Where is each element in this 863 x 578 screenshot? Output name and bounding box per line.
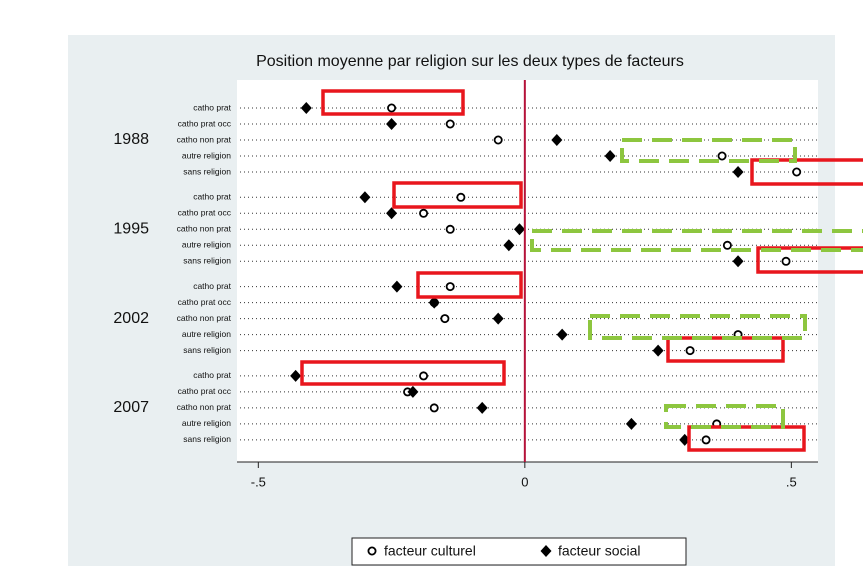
dot-social	[503, 239, 515, 252]
category-label: autre religion	[182, 418, 231, 428]
legend-box	[351, 537, 687, 566]
dot-culturel	[685, 346, 695, 356]
legend-label: facteur social	[558, 543, 640, 559]
group-label: 2002	[113, 310, 149, 327]
dot-culturel	[387, 103, 397, 113]
category-label: catho non prat	[177, 402, 232, 412]
category-label: autre religion	[182, 329, 231, 339]
category-label: catho prat occ	[178, 208, 232, 218]
dot-social	[386, 118, 398, 130]
dot-social	[407, 385, 419, 398]
legend-item: facteur social	[540, 543, 640, 559]
highlight-box	[321, 89, 465, 116]
dot-social	[732, 255, 744, 268]
dot-culturel	[456, 192, 466, 202]
dot-culturel	[429, 403, 439, 413]
category-label: catho non prat	[177, 224, 232, 234]
category-label: catho non prat	[177, 134, 232, 144]
dot-culturel	[419, 371, 429, 381]
dashed-box	[620, 138, 797, 163]
dot-culturel	[493, 135, 503, 145]
group-label: 2007	[113, 399, 149, 416]
category-label: catho prat	[193, 281, 231, 291]
dashed-box	[530, 229, 863, 252]
dot-social	[290, 369, 302, 382]
group-label: 1995	[113, 221, 149, 238]
category-label: catho prat occ	[178, 386, 232, 396]
x-tick-label: -.5	[251, 474, 266, 489]
chart-title: Position moyenne par religion sur les de…	[256, 53, 684, 70]
category-label: autre religion	[182, 240, 231, 250]
highlight-box	[687, 425, 806, 452]
highlight-box	[416, 271, 523, 299]
dot-culturel	[440, 314, 450, 324]
category-label: sans religion	[183, 434, 231, 444]
dot-social	[556, 328, 568, 341]
dot-social	[386, 207, 398, 220]
category-label: catho prat	[193, 370, 231, 380]
dot-culturel	[701, 435, 711, 445]
dot-culturel	[722, 240, 732, 250]
dot-culturel	[781, 256, 791, 266]
highlight-box	[300, 360, 506, 386]
category-label: catho prat	[193, 192, 231, 202]
dot-culturel	[445, 119, 455, 129]
category-label: catho prat occ	[178, 118, 232, 128]
dot-social	[604, 150, 616, 162]
dot-social	[492, 312, 504, 325]
dot-social	[476, 401, 488, 414]
category-label: catho prat	[193, 102, 231, 112]
legend-marker	[367, 546, 377, 556]
legend-item: facteur culturel	[367, 543, 476, 559]
category-label: sans religion	[183, 166, 231, 176]
dot-culturel	[445, 224, 455, 234]
dot-social	[428, 296, 440, 309]
highlight-box	[756, 246, 863, 274]
category-label: catho non prat	[177, 313, 232, 323]
x-tick-label: .5	[786, 474, 797, 489]
dashed-box	[664, 404, 785, 429]
legend-label: facteur culturel	[384, 543, 476, 559]
dot-culturel	[419, 208, 429, 218]
group-label: 1988	[113, 131, 149, 148]
x-tick-label: 0	[521, 474, 528, 489]
dot-social	[625, 417, 637, 430]
highlight-box	[750, 158, 863, 186]
dot-social	[652, 344, 664, 357]
category-label: catho prat occ	[178, 297, 232, 307]
dot-culturel	[445, 282, 455, 292]
dot-social	[359, 191, 371, 204]
dot-culturel	[717, 151, 727, 161]
highlight-box	[392, 181, 523, 209]
dot-social	[551, 134, 563, 146]
dashed-box	[588, 314, 807, 340]
dot-social	[391, 280, 403, 293]
annotations	[300, 89, 863, 452]
dot-social	[514, 223, 526, 236]
dot-culturel	[792, 167, 802, 177]
dot-social	[732, 166, 744, 178]
dot-social	[300, 102, 312, 114]
legend-marker	[540, 545, 552, 557]
category-label: autre religion	[182, 150, 231, 160]
category-label: sans religion	[183, 256, 231, 266]
plot-area	[237, 80, 818, 462]
category-label: sans religion	[183, 345, 231, 355]
